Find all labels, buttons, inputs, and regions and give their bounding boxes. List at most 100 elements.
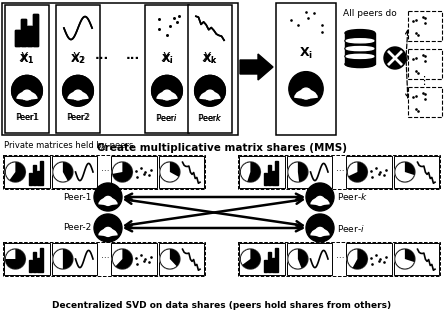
Circle shape (160, 249, 180, 269)
Polygon shape (63, 249, 73, 269)
Circle shape (104, 227, 113, 236)
Circle shape (162, 90, 172, 100)
Circle shape (94, 214, 122, 242)
Bar (111, 156, 157, 188)
Polygon shape (298, 249, 308, 268)
Circle shape (194, 75, 225, 106)
Bar (264, 260, 267, 272)
Text: $\mathbf{X_i}$: $\mathbf{X_i}$ (299, 46, 313, 61)
Bar (40, 161, 43, 186)
Text: $\boldsymbol{X_2}$: $\boldsymbol{X_2}$ (70, 51, 85, 66)
Bar (145, 5, 189, 133)
Circle shape (306, 183, 334, 211)
Circle shape (348, 249, 368, 269)
Text: Decentralized SVD on data shares (peers hold shares from others): Decentralized SVD on data shares (peers … (53, 301, 392, 310)
Text: ⋮: ⋮ (418, 76, 429, 86)
Circle shape (113, 162, 132, 182)
Bar (275, 248, 278, 272)
Bar (188, 5, 232, 133)
Circle shape (205, 90, 215, 100)
Bar (3, 242, 205, 276)
Text: Peer-1: Peer-1 (63, 192, 91, 202)
Bar (158, 156, 204, 188)
Bar (264, 173, 267, 186)
Ellipse shape (346, 54, 374, 58)
Circle shape (152, 75, 182, 106)
Circle shape (53, 162, 73, 182)
Bar (239, 156, 284, 188)
Text: $\boldsymbol{X_i}$: $\boldsymbol{X_i}$ (161, 51, 174, 66)
Bar (4, 243, 49, 275)
Bar (33, 14, 37, 46)
Circle shape (384, 47, 406, 69)
Text: Peer2: Peer2 (66, 113, 90, 122)
Circle shape (288, 249, 308, 269)
Circle shape (5, 249, 25, 269)
Circle shape (63, 75, 93, 106)
Text: Peer1: Peer1 (15, 113, 39, 122)
Text: All peers do: All peers do (343, 9, 397, 18)
Text: $\mathbf{X_i}$: $\mathbf{X_i}$ (161, 52, 174, 66)
Circle shape (395, 162, 415, 182)
Circle shape (5, 162, 25, 182)
Text: Peer$i$: Peer$i$ (156, 112, 178, 123)
Ellipse shape (346, 47, 374, 51)
Text: Create multiplicative matrix shares (MMS): Create multiplicative matrix shares (MMS… (97, 143, 347, 153)
Circle shape (53, 249, 73, 269)
Ellipse shape (346, 39, 374, 43)
Bar (52, 156, 97, 188)
Circle shape (22, 90, 32, 100)
Bar (15, 30, 20, 46)
Circle shape (113, 249, 132, 269)
Circle shape (348, 162, 368, 182)
Bar (393, 243, 439, 275)
Polygon shape (348, 162, 368, 182)
Circle shape (12, 75, 42, 106)
Circle shape (53, 249, 73, 269)
Circle shape (63, 75, 93, 106)
Bar (29, 260, 32, 272)
Bar (40, 248, 43, 272)
Bar (268, 165, 271, 186)
Polygon shape (170, 162, 180, 177)
Circle shape (162, 90, 172, 100)
Polygon shape (113, 162, 132, 182)
Circle shape (395, 249, 415, 269)
Bar (238, 242, 440, 276)
Text: Peer-$i$: Peer-$i$ (337, 222, 365, 233)
Circle shape (288, 249, 308, 269)
Bar (239, 243, 284, 275)
Circle shape (395, 162, 415, 182)
Circle shape (316, 197, 324, 205)
Circle shape (5, 162, 25, 182)
Circle shape (205, 90, 215, 100)
Bar (272, 171, 275, 186)
Circle shape (152, 75, 182, 106)
Circle shape (5, 249, 25, 269)
Text: Peer-2: Peer-2 (63, 224, 91, 232)
Bar (268, 252, 271, 272)
Bar (276, 3, 336, 135)
Polygon shape (352, 249, 368, 269)
Polygon shape (63, 162, 73, 181)
Circle shape (240, 162, 260, 182)
Bar (27, 26, 32, 46)
Text: ···: ··· (95, 52, 109, 65)
Circle shape (306, 214, 334, 242)
Circle shape (160, 249, 180, 269)
Bar (272, 258, 275, 272)
Circle shape (348, 162, 368, 182)
Bar (5, 5, 49, 133)
Bar (27, 26, 32, 46)
Circle shape (240, 249, 260, 269)
Bar (21, 19, 26, 46)
Circle shape (113, 249, 132, 269)
Circle shape (94, 183, 122, 211)
Circle shape (104, 197, 113, 205)
Bar (37, 171, 40, 186)
Text: $\boldsymbol{X_k}$: $\boldsymbol{X_k}$ (202, 51, 218, 66)
Text: Peer$i$: Peer$i$ (155, 112, 178, 123)
Circle shape (288, 162, 308, 182)
Polygon shape (5, 249, 25, 269)
Text: ···: ··· (126, 52, 140, 65)
